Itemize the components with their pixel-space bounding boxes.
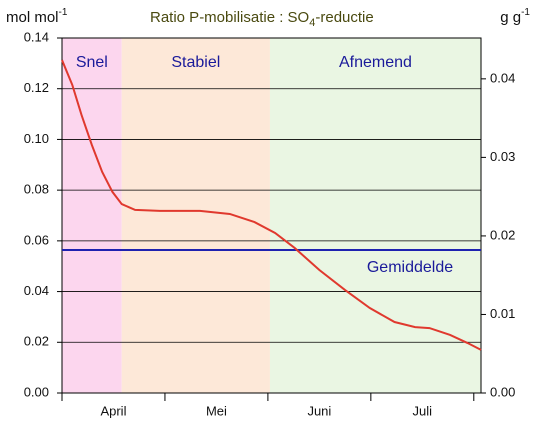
plot-frame <box>61 37 482 394</box>
y-tick-label: 0.00 <box>24 384 49 399</box>
x-tick-label: April <box>100 403 126 418</box>
y2-tick-label: 0.01 <box>490 306 515 321</box>
region-label: Snel <box>76 54 108 71</box>
mean-label: Gemiddelde <box>367 259 453 276</box>
regions <box>62 38 481 393</box>
y-tick-label: 0.04 <box>24 283 49 298</box>
x-tick-label: Mei <box>206 403 227 418</box>
y-tick-label: 0.10 <box>24 131 49 146</box>
y2-tick-label: 0.04 <box>490 70 515 85</box>
y-tick-label: 0.08 <box>24 182 49 197</box>
region <box>121 38 270 393</box>
x-tick-label: Juli <box>413 403 433 418</box>
y-tick-label: 0.06 <box>24 232 49 247</box>
y-axis-label: mol mol-1 <box>6 7 68 26</box>
y-tick-label: 0.02 <box>24 334 49 349</box>
y2-axis-label: g g-1 <box>500 7 530 26</box>
region <box>62 38 122 393</box>
y2-tick-label: 0.02 <box>490 227 515 242</box>
region <box>269 38 481 393</box>
data-line <box>61 59 482 351</box>
y2-tick-label: 0.00 <box>490 384 515 399</box>
region-label: Stabiel <box>171 54 220 71</box>
y-tick-label: 0.14 <box>24 29 49 44</box>
x-tick-label: Juni <box>307 403 331 418</box>
chart-title: Ratio P-mobilisatie : SO4-reductie <box>150 9 374 29</box>
y-tick-label: 0.12 <box>24 80 49 95</box>
y2-tick-label: 0.03 <box>490 149 515 164</box>
region-label: Afnemend <box>339 54 412 71</box>
